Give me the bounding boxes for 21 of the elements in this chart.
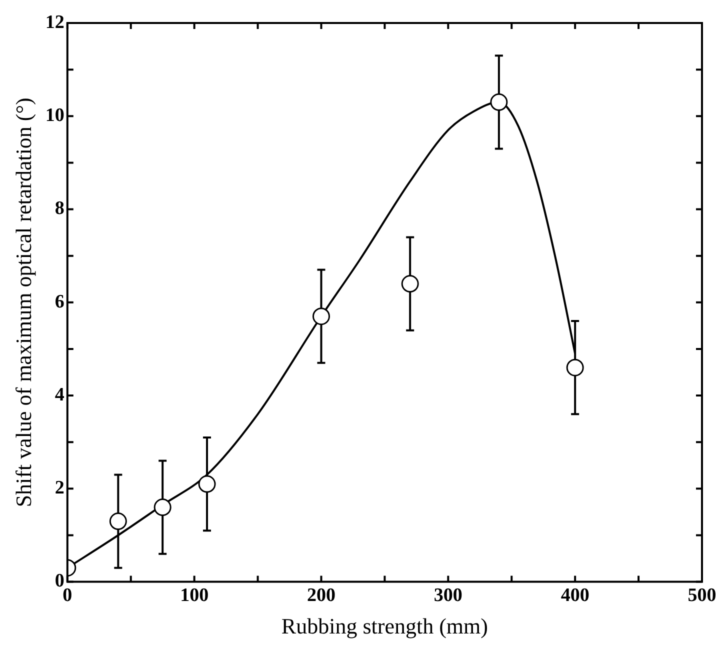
x-tick-label: 400 bbox=[560, 585, 590, 606]
point bbox=[490, 93, 508, 111]
x-axis-title: Rubbing strength (mm) bbox=[281, 614, 488, 639]
y-tick-label: 8 bbox=[54, 198, 64, 220]
point bbox=[154, 498, 172, 516]
x-tick-label: 300 bbox=[434, 585, 462, 606]
point bbox=[198, 475, 216, 493]
y-axis-title: Shift value of maximum optical retardation (°) bbox=[10, 98, 36, 508]
y-tick-label: 4 bbox=[54, 384, 65, 406]
point bbox=[401, 275, 419, 293]
y-tick-label: 6 bbox=[54, 291, 64, 312]
y-tick-label: 2 bbox=[54, 478, 64, 499]
point bbox=[566, 358, 584, 376]
y-tick-label: 10 bbox=[45, 105, 64, 126]
x-tick-label: 500 bbox=[688, 585, 716, 606]
y-tick-label: 0 bbox=[54, 570, 64, 592]
x-tick-label: 100 bbox=[180, 585, 209, 606]
point bbox=[312, 308, 330, 326]
point bbox=[109, 512, 127, 530]
x-tick-label: 200 bbox=[306, 585, 336, 606]
y-tick-label: 12 bbox=[45, 12, 64, 33]
